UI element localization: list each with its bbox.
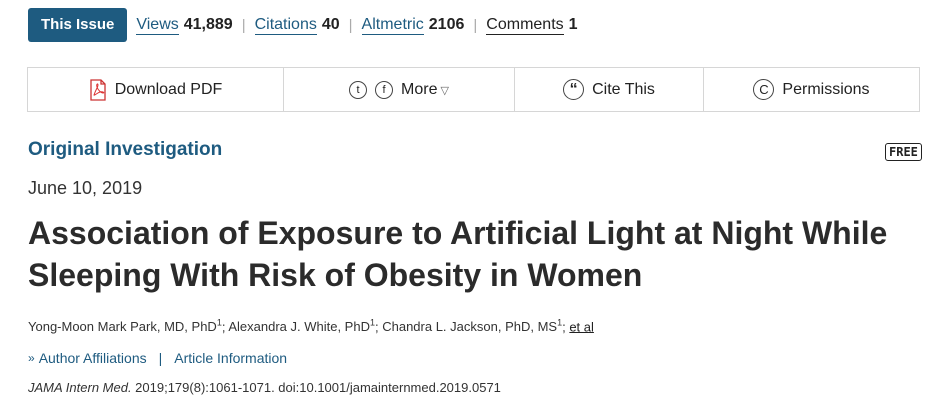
- altmetric-value: 2106: [428, 16, 465, 33]
- twitter-icon[interactable]: t: [349, 80, 368, 99]
- views-label[interactable]: Views: [136, 15, 179, 35]
- citations-label[interactable]: Citations: [254, 15, 317, 35]
- article-info-links: » Author Affiliations | Article Informat…: [28, 350, 287, 366]
- pdf-icon: [89, 78, 107, 101]
- download-pdf-button[interactable]: Download PDF: [28, 68, 284, 111]
- citations-value: 40: [321, 16, 340, 33]
- author[interactable]: Yong-Moon Mark Park, MD, PhD1: [28, 318, 222, 335]
- download-pdf-label: Download PDF: [114, 80, 223, 98]
- author-affiliations-link[interactable]: Author Affiliations: [38, 350, 147, 366]
- citation-line: JAMA Intern Med. 2019;179(8):1061-1071. …: [28, 380, 501, 395]
- comments-value: 1: [568, 16, 578, 33]
- metric-separator: |: [241, 16, 246, 34]
- altmetric-label[interactable]: Altmetric: [361, 15, 424, 35]
- article-title: Association of Exposure to Artificial Li…: [28, 215, 888, 293]
- permissions-button[interactable]: C Permissions: [704, 68, 919, 111]
- comments-metric[interactable]: Comments 1: [486, 15, 578, 35]
- quote-icon: “: [563, 79, 585, 100]
- author-list: Yong-Moon Mark Park, MD, PhD1; Alexandra…: [28, 318, 594, 335]
- cite-this-button[interactable]: “ Cite This: [515, 68, 704, 111]
- chevron-down-icon: ▽: [440, 84, 449, 97]
- views-metric[interactable]: Views 41,889: [136, 15, 233, 35]
- article-toolbar: Download PDF t f More ▽ “ Cite This C Per…: [27, 67, 920, 112]
- more-label: More: [401, 80, 438, 98]
- this-issue-button[interactable]: This Issue: [28, 8, 128, 42]
- journal-abbrev: JAMA Intern Med.: [28, 380, 132, 395]
- free-badge: FREE: [885, 143, 922, 161]
- author[interactable]: Chandra L. Jackson, PhD, MS1: [382, 318, 563, 335]
- comments-label[interactable]: Comments: [486, 15, 564, 35]
- chevron-right-icon: »: [28, 351, 35, 365]
- altmetric-metric[interactable]: Altmetric 2106: [361, 15, 465, 35]
- copyright-icon: C: [753, 79, 775, 100]
- citation-details: 2019;179(8):1061-1071. doi:10.1001/jamai…: [131, 380, 501, 395]
- permissions-label: Permissions: [782, 80, 870, 98]
- more-dropdown[interactable]: More ▽: [401, 81, 449, 99]
- link-separator: |: [158, 350, 163, 366]
- citations-metric[interactable]: Citations 40: [254, 15, 340, 35]
- et-al-link[interactable]: et al: [569, 319, 594, 335]
- article-information-link[interactable]: Article Information: [174, 350, 288, 366]
- article-metrics-bar: This Issue Views 41,889 | Citations 40 |…: [28, 8, 578, 42]
- facebook-icon[interactable]: f: [375, 80, 394, 99]
- author[interactable]: Alexandra J. White, PhD1: [228, 318, 375, 335]
- share-more-cell: t f More ▽: [284, 68, 515, 111]
- cite-this-label: Cite This: [592, 80, 655, 98]
- metric-separator: |: [473, 16, 478, 34]
- metric-separator: |: [348, 16, 353, 34]
- publication-date: June 10, 2019: [28, 178, 143, 198]
- article-type-label[interactable]: Original Investigation: [28, 139, 223, 160]
- views-value: 41,889: [183, 16, 233, 33]
